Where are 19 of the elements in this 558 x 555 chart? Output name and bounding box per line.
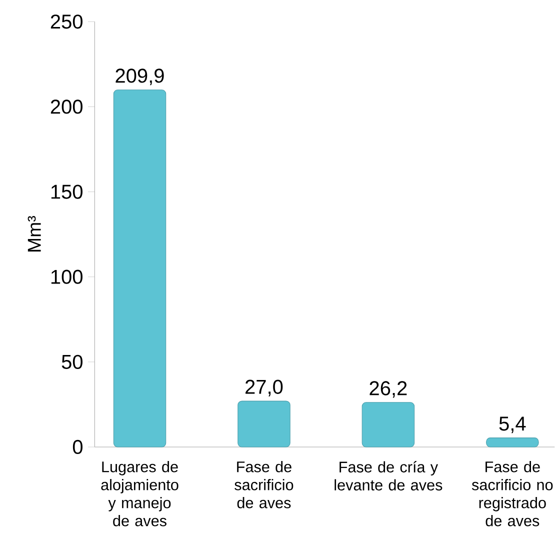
bar [238,400,290,448]
x-tick-label: Fase de cría y levante de aves [334,461,442,490]
data-label: 27,0 [246,380,283,396]
data-label: 26,2 [370,381,407,398]
data-label: 209,9 [116,68,164,86]
y-tick-label: 250 [50,14,82,29]
bar [362,402,415,448]
data-label: 5,4 [499,416,526,434]
y-tick-label: 200 [50,100,82,114]
y-tick-label: 50 [62,354,82,369]
y-tick-label: 150 [51,184,82,199]
y-axis-title: Mm³ [28,216,41,252]
bar [113,90,166,448]
x-tick-label: Fase de sacrificio no registrado de aves [472,461,553,526]
x-tick-label: Fase de sacrificio de aves [234,461,294,508]
x-tick-label: Lugares de alojamiento y manejo de aves [101,461,178,526]
y-tick-label: 0 [72,440,82,454]
y-tick-label: 100 [51,270,82,284]
bar [486,438,539,448]
